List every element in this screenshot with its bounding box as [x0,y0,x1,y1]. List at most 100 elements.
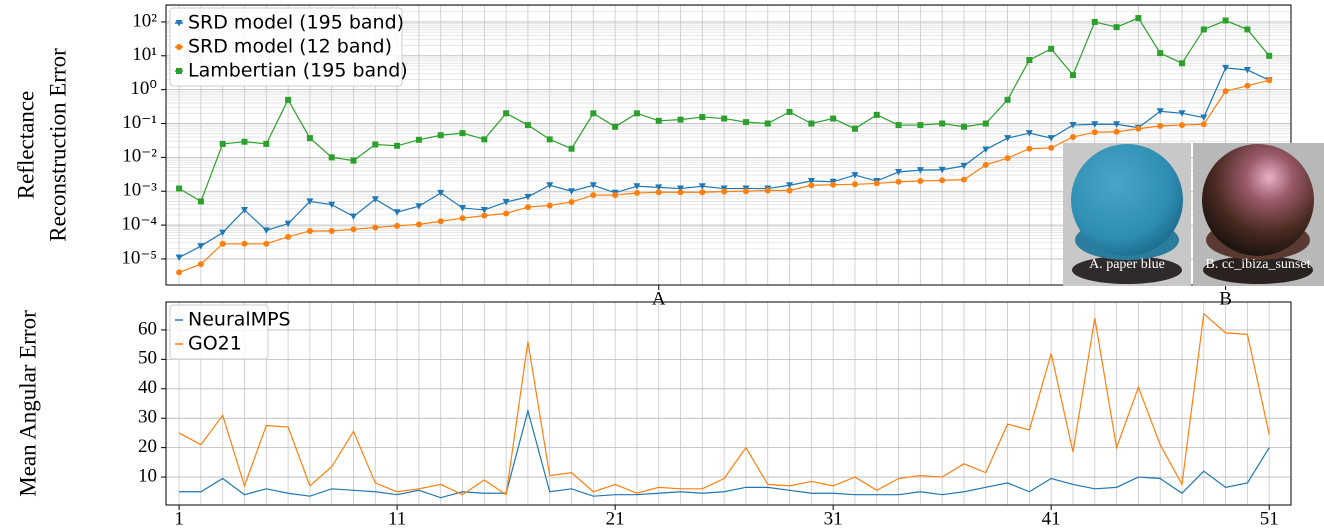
marker [743,119,749,125]
marker [176,255,183,261]
y-tick-label: 10⁻² [122,146,157,167]
marker [1048,145,1054,151]
figure: 10⁻⁵10⁻⁴10⁻³10⁻²10⁻¹10⁰10¹10²ABReflectan… [0,0,1324,529]
marker [372,141,378,147]
marker [1048,135,1055,142]
marker [787,188,793,194]
marker [612,124,618,130]
legend-label: SRD model (195 band) [188,12,404,34]
marker [874,112,880,118]
y-tick-label: 10⁻¹ [122,112,157,133]
marker [1070,134,1076,140]
marker [176,186,182,192]
marker [437,190,444,197]
marker [241,241,247,247]
marker [1070,72,1076,78]
marker [1266,77,1272,83]
y-tick-label: 30 [138,407,157,428]
marker [351,158,357,164]
marker [416,221,422,227]
x-tick-label: 51 [1260,508,1279,529]
marker [1201,121,1207,127]
marker [808,182,814,188]
y-tick-label: 10¹ [132,44,157,65]
marker [961,177,967,183]
marker [1266,53,1272,59]
y-tick-label: 50 [138,348,157,369]
marker [1026,57,1032,63]
y-tick-label: 10 [138,465,157,486]
y-tick-label: 10⁻⁵ [121,247,157,268]
marker [307,228,313,234]
marker [590,110,596,116]
marker [263,141,269,147]
y-axis-label: Mean Angular Error [15,310,40,497]
marker [765,121,771,127]
y-tick-label: 20 [138,436,157,457]
marker [1201,26,1207,32]
marker [1092,19,1098,25]
marker [634,190,640,196]
marker [176,44,182,50]
marker [525,122,531,128]
marker [1223,88,1229,94]
inset-images: A. paper blue B. cc_ibiza_sunset [1063,143,1324,286]
marker [678,117,684,123]
marker [1223,18,1229,24]
marker [394,223,400,229]
y-tick-label: 10⁻³ [122,180,157,201]
marker [743,188,749,194]
marker [569,146,575,152]
marker [503,210,509,216]
marker [721,189,727,195]
marker [1114,24,1120,30]
marker [1026,146,1032,152]
marker [765,188,771,194]
marker [285,234,291,240]
marker [634,110,640,116]
marker [416,137,422,143]
marker [372,224,378,230]
marker [547,202,553,208]
marker [481,213,487,219]
marker [350,213,357,220]
marker [460,130,466,136]
marker [699,189,705,195]
plot-frame [166,302,1291,505]
marker [1092,129,1098,135]
marker [438,132,444,138]
marker [198,198,204,204]
marker [656,189,662,195]
marker [917,122,923,128]
marker [1179,60,1185,66]
x-tick-label: 41 [1042,508,1061,529]
y-axis-label: Reflectance [13,91,38,200]
marker [699,114,705,120]
marker [481,136,487,142]
marker [1005,155,1011,161]
x-tick-label: 31 [824,508,843,529]
marker [394,143,400,149]
marker [198,261,204,267]
marker [830,116,836,122]
marker [1179,122,1185,128]
marker [612,192,618,198]
marker [176,68,182,74]
y-tick-label: 60 [138,318,157,339]
x-tick-label: 11 [388,508,406,529]
x-tick-label: 1 [174,508,184,529]
marker [896,122,902,128]
marker [176,269,182,275]
legend-label: GO21 [188,333,242,355]
marker [1244,83,1250,89]
marker [1005,97,1011,103]
marker [1157,123,1163,129]
marker [787,109,793,115]
marker [1048,46,1054,52]
y-tick-label: 40 [138,377,157,398]
legend-label: NeuralMPS [188,309,291,331]
marker [852,126,858,132]
legend-label: Lambertian (195 band) [188,60,408,82]
marker [1157,50,1163,56]
marker [329,228,335,234]
